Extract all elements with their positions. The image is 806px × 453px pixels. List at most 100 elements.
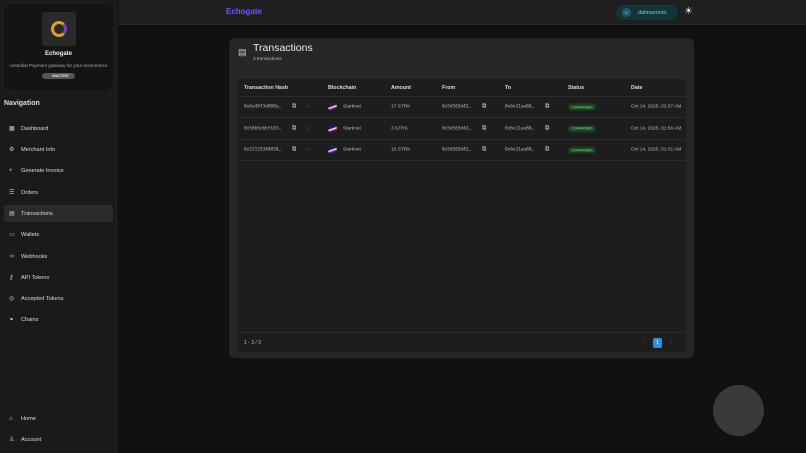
column-header[interactable]: Date <box>631 84 643 91</box>
sidebar-item-label: Generate Invoice <box>21 167 64 174</box>
theme-toggle-sun-icon[interactable]: ☀ <box>684 6 693 17</box>
from-address: 0x5d583d42… <box>442 126 472 131</box>
status-badge: CONFIRMED <box>568 103 596 111</box>
sidebar: Echogate custodial Payment gateway for y… <box>0 0 117 453</box>
table-row[interactable]: 0x23125348858… ⧉ ↗ Starknet 10 STRK 0x5d… <box>237 140 686 161</box>
sidebar-item-webhooks[interactable]: ♾ Webhooks <box>4 248 113 265</box>
table-footer: 1 - 3 / 3 ‹ 1 › <box>237 332 686 352</box>
table-header: Transaction Hash Blockchain Amount From To St… <box>237 79 686 97</box>
column-header[interactable]: Transaction Hash <box>244 84 289 91</box>
sidebar-item-dashboard[interactable]: ▦ Dashboard <box>4 120 113 137</box>
gear-icon: ⚙ <box>9 147 15 153</box>
sidebar-item-label: Orders <box>21 189 39 196</box>
copy-icon[interactable]: ⧉ <box>482 125 487 131</box>
avatar: B <box>622 8 631 17</box>
status-badge: INACTIVE <box>42 73 75 79</box>
sidebar-item-label: Wallets <box>21 231 40 238</box>
receipt-icon: ▤ <box>9 211 15 217</box>
copy-icon[interactable]: ⧉ <box>482 146 487 153</box>
user-icon: ♙ <box>9 437 15 443</box>
sidebar-item-label: Chains <box>21 316 39 323</box>
page-title: Transactions <box>253 42 313 54</box>
floating-action-bubble[interactable] <box>713 385 764 436</box>
from-address: 0x5d583d42… <box>442 104 472 110</box>
column-header[interactable]: Amount <box>391 84 412 91</box>
sidebar-item-merchant-info[interactable]: ⚙ Merchant Info <box>4 141 113 158</box>
webhook-icon: ♾ <box>9 254 15 260</box>
date: Oct 14, 2025, 01:56 AM <box>631 126 682 131</box>
starknet-logo-icon <box>328 124 337 133</box>
sidebar-item-orders[interactable]: ☰ Orders <box>4 184 113 201</box>
starknet-logo-icon <box>328 145 337 155</box>
transaction-hash: 0x23125348858… <box>244 147 282 153</box>
column-header[interactable]: Blockchain <box>328 84 357 91</box>
amount: 10 STRK <box>391 147 411 153</box>
page-1-button[interactable]: 1 <box>653 338 662 348</box>
next-page-button[interactable]: › <box>670 340 673 346</box>
merchant-card: Echogate custodial Payment gateway for y… <box>4 4 113 90</box>
link-icon: ⚭ <box>9 317 15 323</box>
copy-icon[interactable]: ⧉ <box>292 103 297 110</box>
sidebar-item-label: Merchant Info <box>21 146 56 153</box>
table-row[interactable]: 0x58b6c6bf107… ⧉ ↗ Starknet 3 STRK 0x5d5… <box>237 119 686 140</box>
sidebar-item-home[interactable]: ⌂ Home <box>4 410 113 427</box>
app-title[interactable]: Echogate <box>226 7 263 16</box>
transactions-card: ▤ Transactions 3 transactions Transactio… <box>229 38 694 358</box>
starknet-logo-icon <box>328 102 337 112</box>
date: Oct 14, 2025, 02:07 AM <box>631 104 682 110</box>
transaction-hash: 0x58b6c6bf107… <box>244 126 282 131</box>
amount: 17 STRK <box>391 104 411 110</box>
copy-icon[interactable]: ⧉ <box>482 103 487 110</box>
to-address: 0x6e11aa88… <box>505 126 535 131</box>
from-address: 0x5d583d42… <box>442 147 472 153</box>
receipt-icon: ▤ <box>238 47 247 57</box>
to-address: 0x6e11aa88… <box>505 104 535 110</box>
sidebar-item-api-tokens[interactable]: ⚷ API Tokens <box>4 269 113 286</box>
sidebar-item-account[interactable]: ♙ Account <box>4 431 113 448</box>
sidebar-item-accepted-tokens[interactable]: ◎ Accepted Tokens <box>4 290 113 307</box>
home-icon: ⌂ <box>9 415 13 422</box>
plus-icon: + <box>9 167 13 174</box>
prev-page-button[interactable]: ‹ <box>642 340 645 346</box>
status-badge: CONFIRMED <box>568 146 596 154</box>
column-header[interactable]: From <box>442 84 456 91</box>
copy-icon[interactable]: ⧉ <box>292 146 297 153</box>
sidebar-item-label: API Tokens <box>21 274 50 281</box>
external-link-icon[interactable]: ↗ <box>306 125 311 132</box>
transaction-hash: 0x6e49f3d908e… <box>244 104 282 110</box>
table-row[interactable]: 0x6e49f3d908e… ⧉ ↗ Starknet 17 STRK 0x5d… <box>237 97 686 118</box>
status-badge: CONFIRMED <box>568 125 596 132</box>
sidebar-item-generate-invoice[interactable]: + Generate Invoice <box>4 162 113 179</box>
copy-icon[interactable]: ⧉ <box>545 146 550 153</box>
key-icon: ⚷ <box>9 275 14 281</box>
column-header[interactable]: Status <box>568 84 585 91</box>
sidebar-item-chains[interactable]: ⚭ Chains <box>4 311 113 328</box>
merchant-name: Echogate <box>44 51 72 57</box>
grid-icon: ▦ <box>9 126 15 132</box>
external-link-icon[interactable]: ↗ <box>306 104 311 110</box>
sidebar-item-transactions[interactable]: ▤ Transactions <box>4 205 113 222</box>
merchant-description: custodial Payment gateway for your ecomm… <box>9 63 108 68</box>
merchant-logo <box>41 12 76 46</box>
copy-icon[interactable]: ⧉ <box>292 125 297 131</box>
sidebar-item-label: Account <box>21 436 42 443</box>
sidebar-item-label: Transactions <box>21 210 53 217</box>
column-header[interactable]: To <box>505 84 512 91</box>
sidebar-item-label: Home <box>21 415 36 422</box>
date: Oct 14, 2025, 01:31 AM <box>631 147 682 153</box>
sidebar-item-label: Webhooks <box>21 253 48 260</box>
coins-icon: ◎ <box>9 296 15 302</box>
to-address: 0x6e11aa88… <box>505 147 535 153</box>
transactions-table: Transaction Hash Blockchain Amount From To St… <box>237 79 686 352</box>
page-subtitle: 3 transactions <box>253 56 282 61</box>
copy-icon[interactable]: ⧉ <box>545 125 550 131</box>
copy-icon[interactable]: ⧉ <box>545 103 550 110</box>
sidebar-item-wallets[interactable]: ▭ Wallets <box>4 226 113 243</box>
blockchain-name: Starknet <box>343 126 361 131</box>
pagination-range: 1 - 3 / 3 <box>244 340 261 346</box>
blockchain-name: Starknet <box>343 147 361 153</box>
sidebar-item-label: Dashboard <box>21 125 49 132</box>
external-link-icon[interactable]: ↗ <box>306 147 311 153</box>
